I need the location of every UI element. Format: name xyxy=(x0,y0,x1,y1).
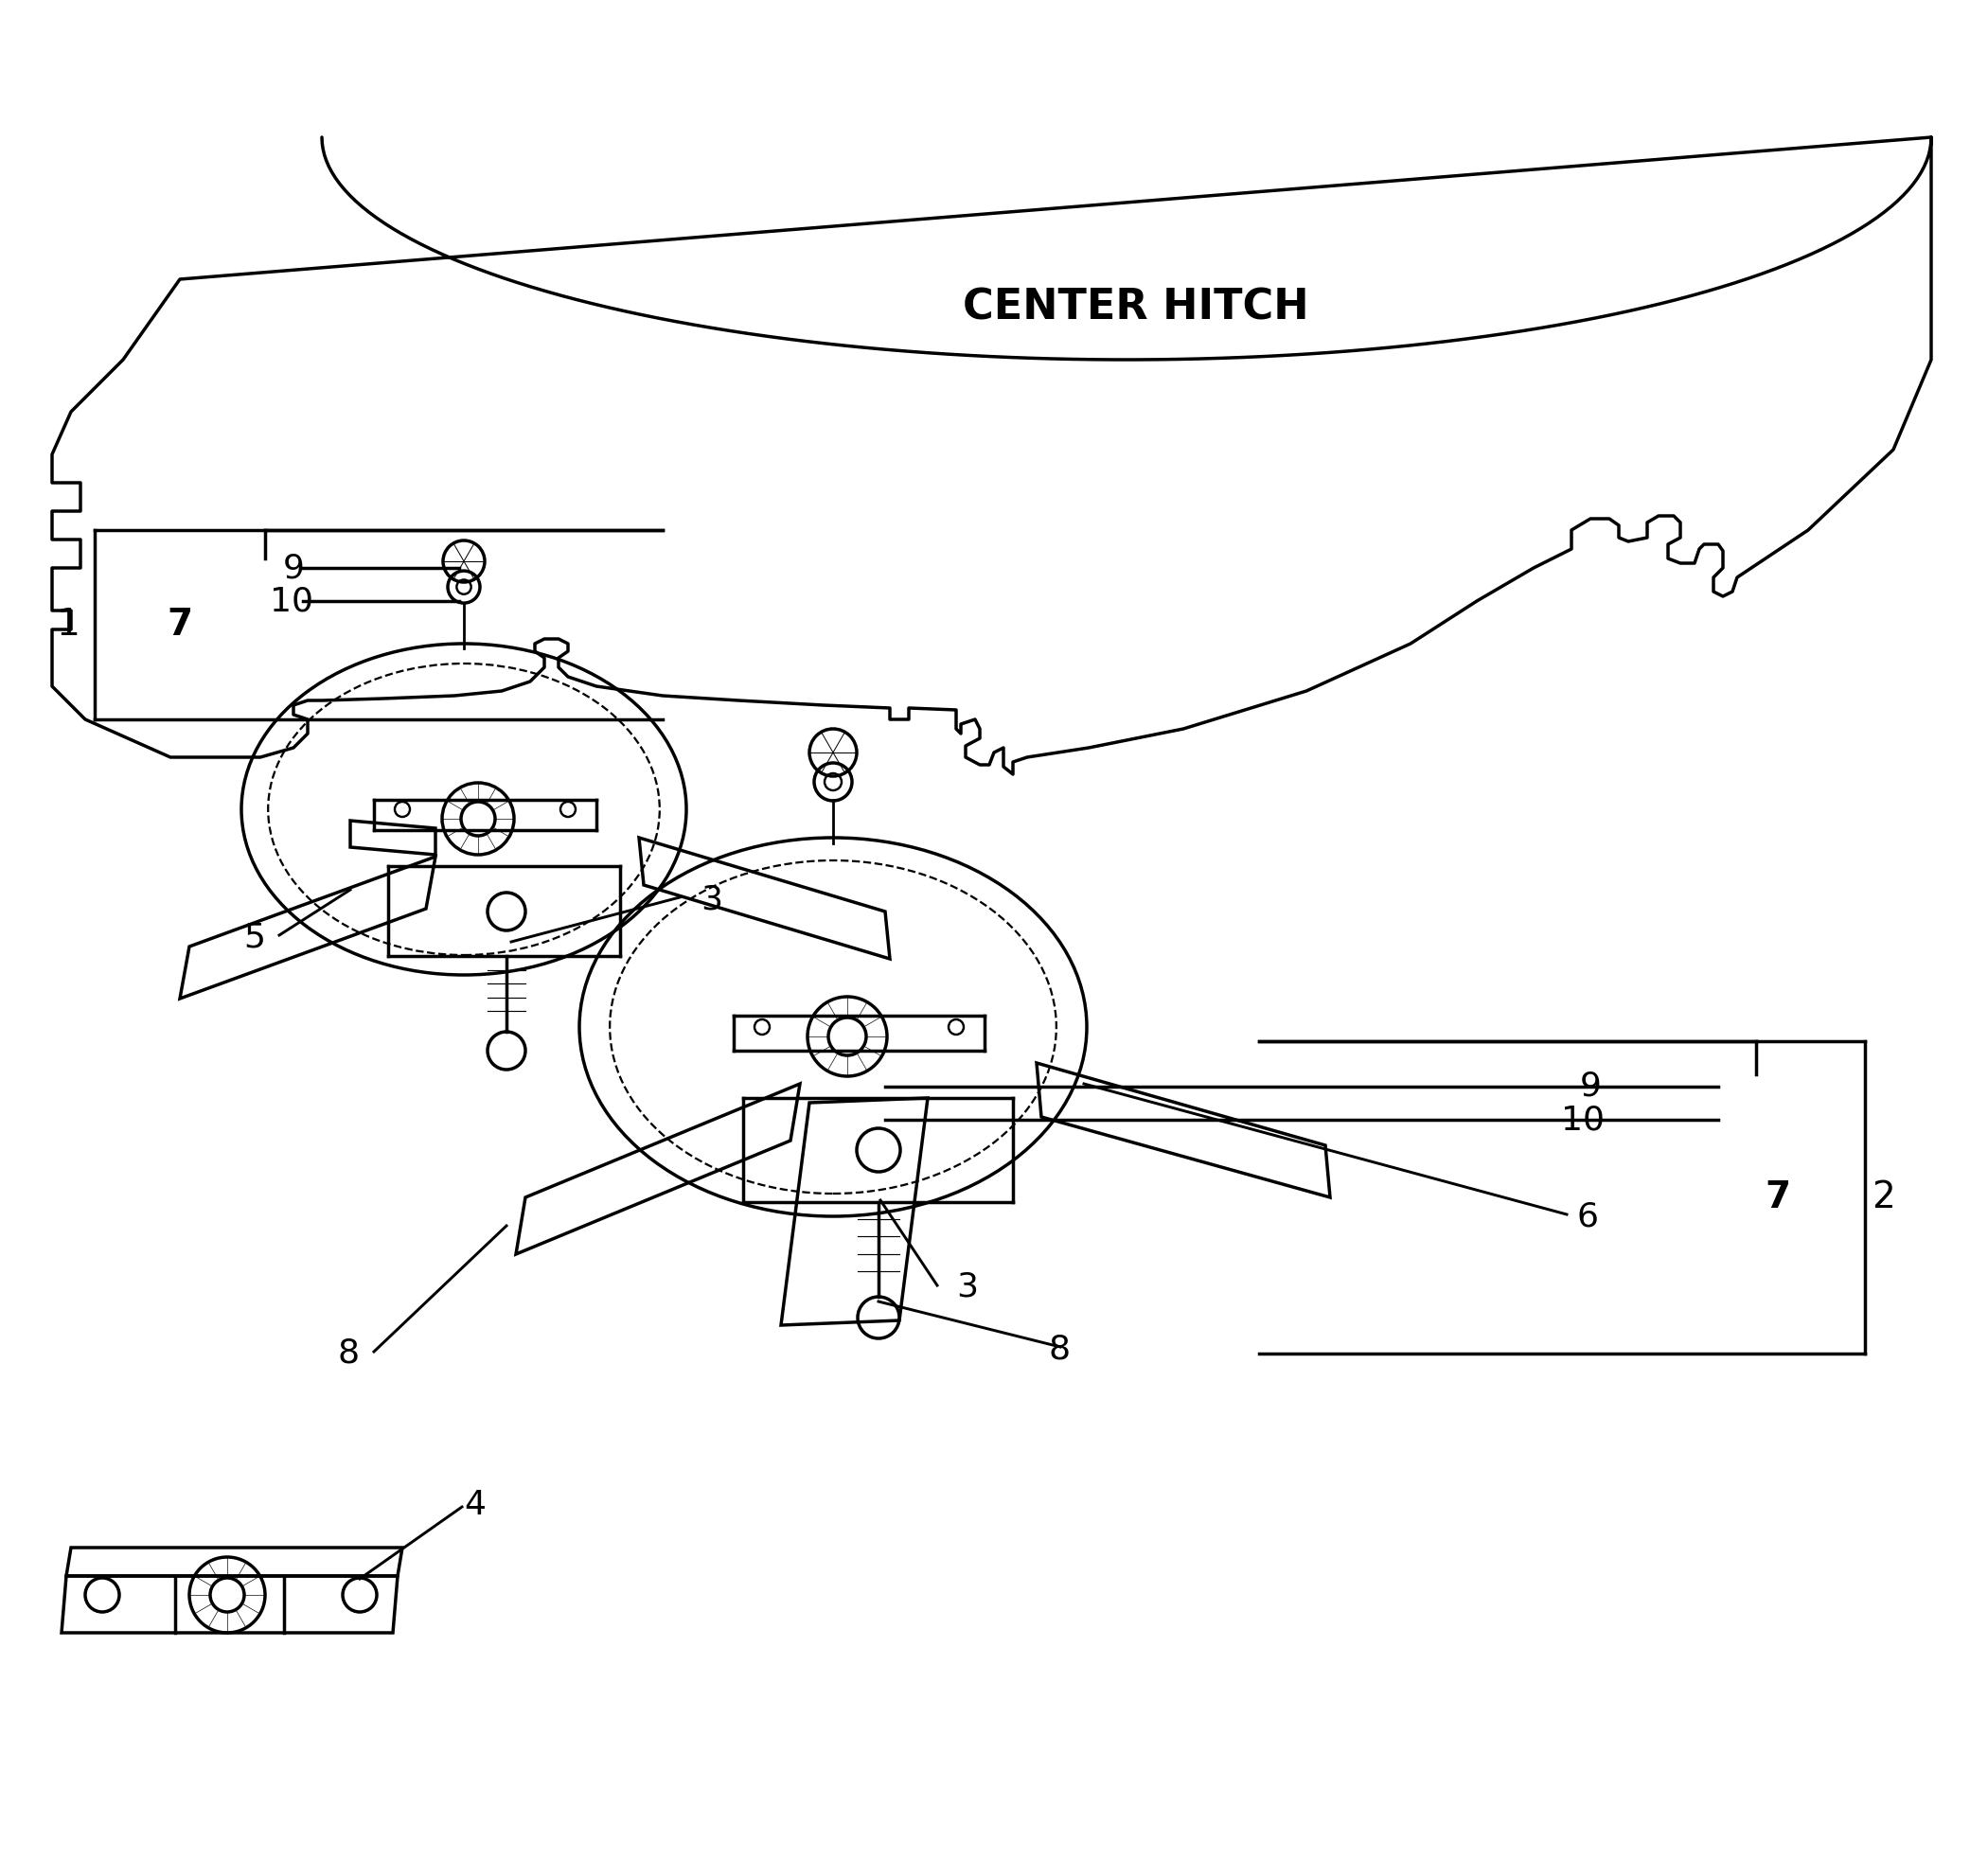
Text: 9: 9 xyxy=(1580,1071,1600,1102)
Text: CENTER HITCH: CENTER HITCH xyxy=(962,288,1308,327)
Text: 3: 3 xyxy=(956,1272,978,1303)
Text: 10: 10 xyxy=(1561,1104,1604,1136)
Text: 8: 8 xyxy=(1050,1333,1072,1365)
Text: 7: 7 xyxy=(167,606,193,643)
Text: 6: 6 xyxy=(1576,1201,1598,1233)
Text: 7: 7 xyxy=(1765,1179,1791,1216)
Text: 8: 8 xyxy=(338,1337,360,1370)
Text: 2: 2 xyxy=(1873,1179,1897,1216)
Text: 1: 1 xyxy=(56,606,80,643)
Text: 9: 9 xyxy=(282,552,304,584)
Text: 3: 3 xyxy=(700,883,722,915)
Text: 10: 10 xyxy=(270,586,314,617)
Text: 4: 4 xyxy=(463,1489,485,1521)
Text: 5: 5 xyxy=(243,920,264,954)
